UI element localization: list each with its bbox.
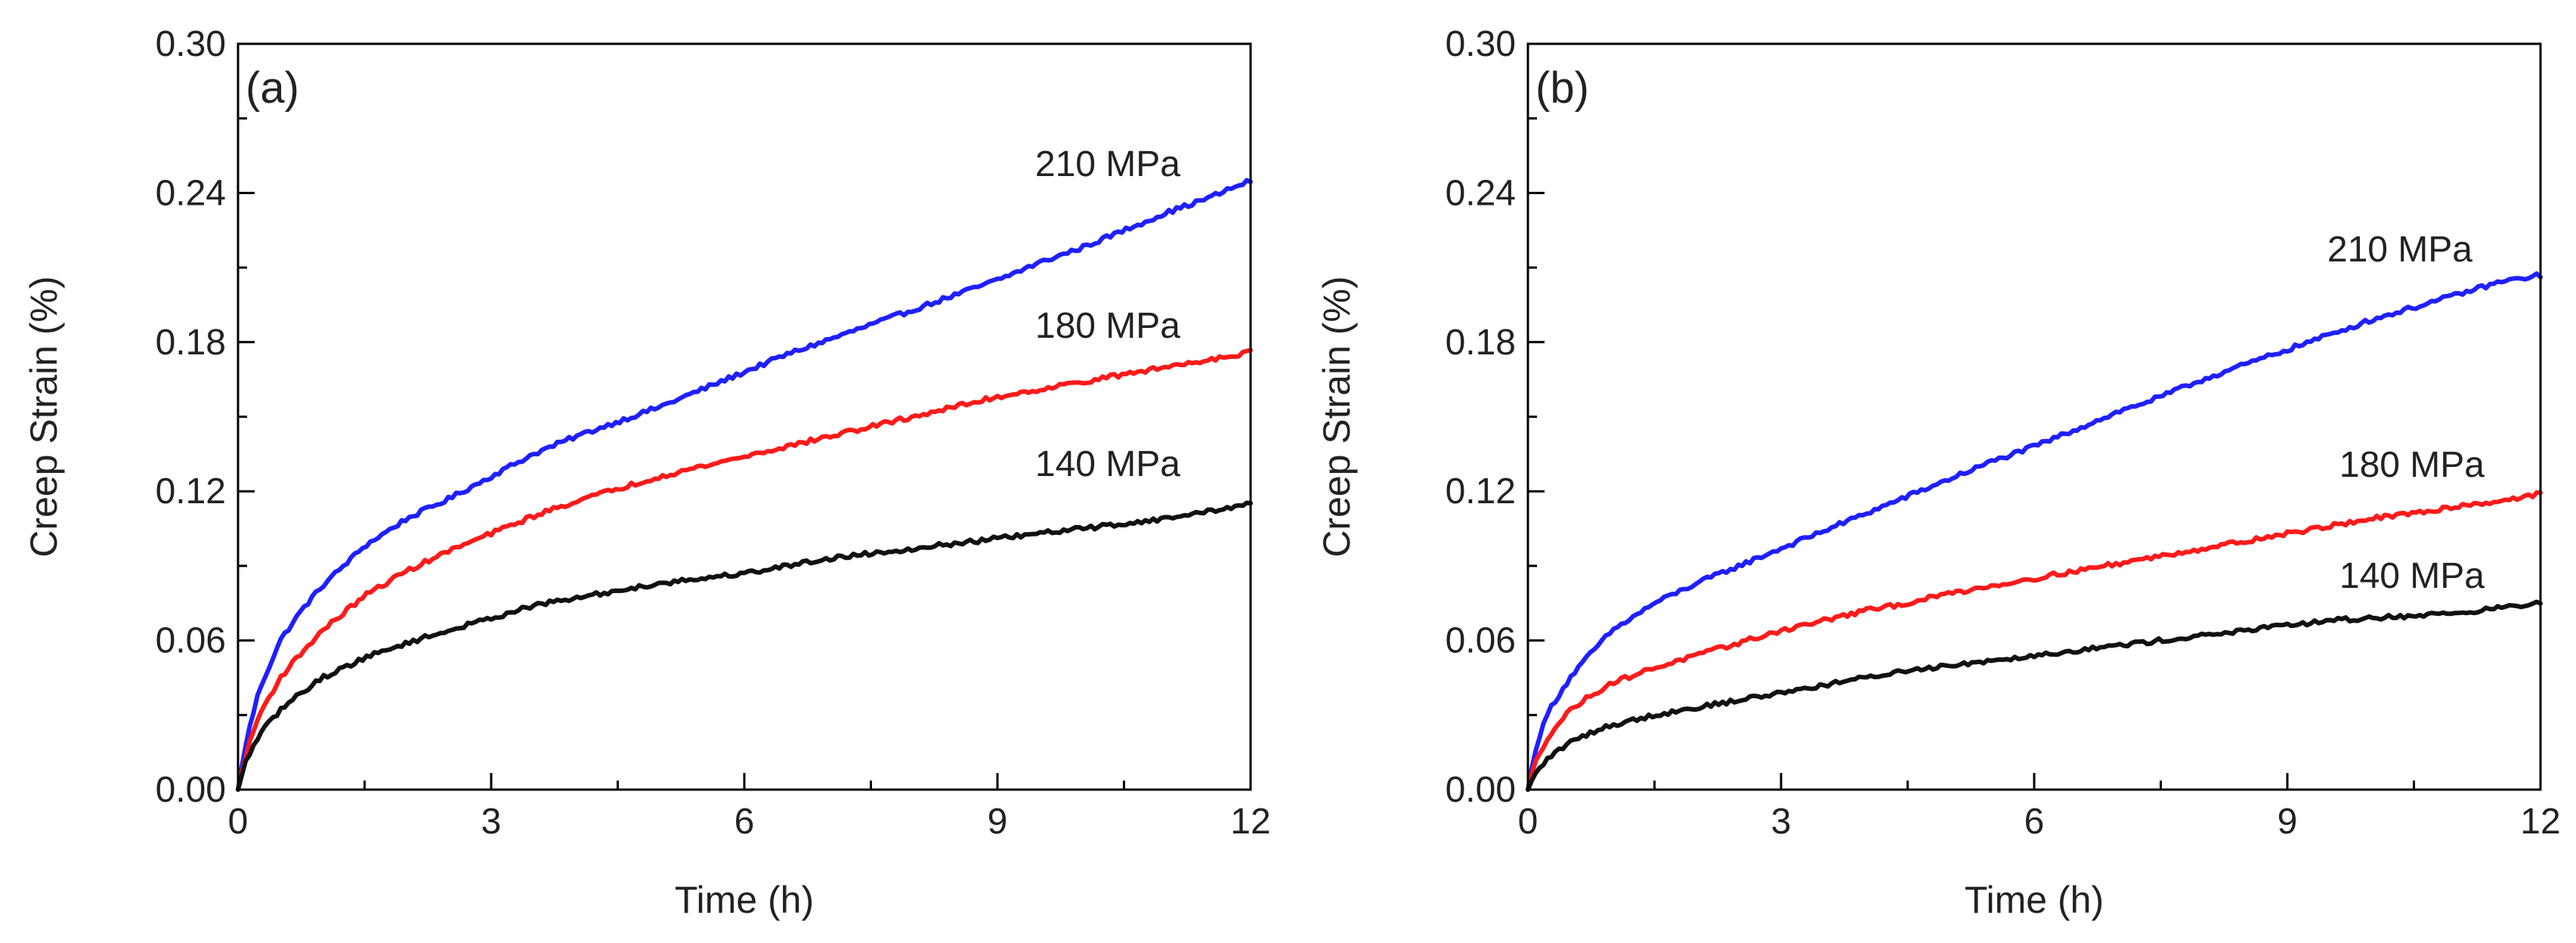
x-tick-label: 0: [228, 802, 249, 842]
y-tick-label: 0.12: [1446, 472, 1516, 512]
x-tick-label: 12: [1230, 802, 1270, 842]
y-tick-label: 0.24: [156, 173, 226, 213]
chart-panel-a: 210 MPa 180 MPa 140 MPa 0 3 6 9 12 0.00 0.06 0.12 0…: [23, 24, 1270, 921]
series-lines: [236, 178, 1253, 792]
plot-frame: [1526, 42, 2542, 791]
series-label: 140 MPa: [2339, 556, 2485, 596]
x-axis-title: Time (h): [1965, 879, 2104, 921]
series-label: 140 MPa: [1035, 444, 1180, 484]
y-tick-label: 0.12: [156, 472, 226, 512]
x-tick-label: 3: [1771, 802, 1792, 842]
series-label: 180 MPa: [2339, 445, 2485, 485]
y-tick-label: 0.06: [1446, 621, 1516, 661]
series-line-140-mpa: [236, 500, 1253, 792]
x-tick-label: 3: [481, 802, 502, 842]
panel-label: (b): [1535, 63, 1589, 113]
series-line-140-mpa: [1526, 599, 2543, 792]
x-tick-label: 9: [988, 802, 1008, 842]
y-tick-label: 0.30: [1446, 24, 1516, 64]
series-label: 210 MPa: [1035, 144, 1180, 184]
x-tick-label: 6: [2024, 802, 2045, 842]
y-tick-label: 0.24: [1446, 173, 1516, 213]
x-axis-title: Time (h): [675, 879, 814, 921]
x-tick-label: 12: [2520, 802, 2560, 842]
y-tick-label: 0.18: [156, 323, 226, 363]
x-tick-label: 0: [1518, 802, 1538, 842]
y-tick-label: 0.00: [1446, 770, 1516, 810]
y-axis-title: Creep Strain (%): [23, 276, 65, 557]
y-tick-label: 0.00: [156, 770, 226, 810]
series-line-180-mpa: [236, 348, 1253, 792]
series-lines: [1526, 271, 2543, 792]
panel-label: (a): [246, 63, 299, 113]
x-tick-label: 6: [734, 802, 755, 842]
series-line-180-mpa: [1526, 490, 2543, 792]
y-axis-title: Creep Strain (%): [1316, 276, 1358, 557]
x-tick-label: 9: [2278, 802, 2298, 842]
series-label: 210 MPa: [2327, 230, 2472, 270]
y-tick-label: 0.18: [1446, 323, 1516, 363]
y-tick-label: 0.06: [156, 621, 226, 661]
chart-panel-b: 210 MPa 180 MPa 140 MPa 0 3 6 9 12 0.00 0.06 0.12 0…: [1316, 24, 2560, 921]
series-label: 180 MPa: [1035, 306, 1180, 346]
series-line-210-mpa: [236, 178, 1253, 792]
y-tick-label: 0.30: [156, 24, 226, 64]
series-line-210-mpa: [1526, 271, 2543, 792]
